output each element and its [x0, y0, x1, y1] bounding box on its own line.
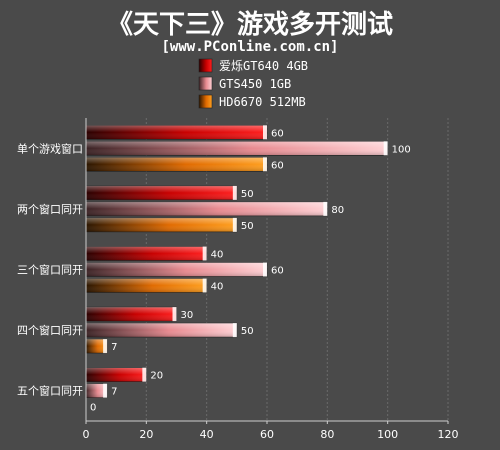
value-label-4-2: 0 — [90, 403, 96, 414]
bar-cap-3-2 — [103, 339, 108, 354]
bar-cap-1-1 — [323, 201, 328, 216]
x-tick-label-6: 120 — [438, 428, 459, 441]
value-label-0-0: 60 — [271, 128, 284, 139]
chart-subtitle: [www.PConline.com.cn] — [161, 39, 338, 55]
category-label-2: 三个窗口同开 — [17, 263, 83, 277]
bar-cap-0-1 — [383, 141, 388, 156]
value-label-3-1: 50 — [241, 326, 254, 337]
legend-label-0: 爱烁GT640 4GB — [219, 59, 308, 73]
value-label-1-0: 50 — [241, 189, 254, 200]
bar-cap-0-2 — [263, 157, 267, 172]
value-label-3-0: 30 — [181, 310, 194, 321]
legend: 爱烁GT640 4GB GTS450 1GB HD6670 512MB — [198, 58, 308, 109]
bar-cap-2-2 — [202, 278, 207, 293]
value-label-2-1: 60 — [271, 266, 284, 277]
bar-shine-1-0 — [86, 185, 237, 200]
bar-cap-0-0 — [263, 125, 267, 140]
bar-shine-4-1 — [86, 383, 108, 398]
bar-cap-3-0 — [172, 307, 177, 322]
value-label-2-2: 40 — [211, 282, 224, 293]
bar-shine-3-2 — [86, 339, 108, 354]
legend-swatch-1 — [198, 76, 213, 91]
bars: 60 100 60 单个游戏窗口 50 80 50 两个窗口同开 40 60 40 三个窗口同开 30 5… — [17, 125, 411, 414]
x-tick-label-4: 80 — [320, 428, 334, 441]
category-label-4: 五个窗口同开 — [17, 384, 83, 398]
bar-shine-3-1 — [86, 323, 237, 338]
x-tick-label-1: 20 — [139, 428, 153, 441]
bar-cap-3-1 — [232, 323, 237, 338]
category-label-1: 两个窗口同开 — [17, 202, 83, 216]
x-tick-label-5: 100 — [377, 428, 398, 441]
value-label-1-2: 50 — [241, 221, 254, 232]
bar-cap-4-0 — [142, 367, 147, 382]
legend-swatch-2 — [198, 94, 213, 109]
x-tick-label-3: 60 — [260, 428, 274, 441]
bar-shine-0-1 — [86, 141, 388, 156]
value-label-3-2: 7 — [111, 342, 117, 353]
bar-shine-1-2 — [86, 217, 237, 232]
bar-cap-2-1 — [263, 262, 267, 277]
category-label-3: 四个窗口同开 — [17, 323, 83, 337]
bar-shine-2-0 — [86, 246, 207, 261]
bar-shine-0-2 — [86, 157, 267, 172]
bar-cap-2-0 — [202, 246, 207, 261]
value-label-2-0: 40 — [211, 250, 224, 261]
bar-shine-2-1 — [86, 262, 267, 277]
value-label-1-1: 80 — [331, 205, 344, 216]
bar-shine-0-0 — [86, 125, 267, 140]
chart-title: 《天下三》游戏多开测试 — [107, 10, 393, 40]
value-label-4-0: 20 — [150, 371, 163, 382]
value-label-0-1: 100 — [392, 144, 411, 155]
axes: 0 20 40 60 80 100 120 — [83, 118, 459, 441]
category-label-0: 单个游戏窗口 — [17, 141, 83, 155]
x-tick-label-2: 40 — [200, 428, 214, 441]
legend-label-2: HD6670 512MB — [219, 95, 306, 109]
value-label-0-2: 60 — [271, 160, 284, 171]
legend-swatch-0 — [198, 58, 213, 73]
bar-shine-2-2 — [86, 278, 207, 293]
value-label-4-1: 7 — [111, 387, 117, 398]
bar-shine-3-0 — [86, 307, 177, 322]
bar-shine-1-1 — [86, 201, 328, 216]
bar-cap-1-0 — [232, 185, 237, 200]
bar-shine-4-0 — [86, 367, 147, 382]
bar-cap-1-2 — [232, 217, 237, 232]
legend-label-1: GTS450 1GB — [219, 77, 291, 91]
x-tick-label-0: 0 — [83, 428, 90, 441]
bar-cap-4-1 — [103, 383, 108, 398]
